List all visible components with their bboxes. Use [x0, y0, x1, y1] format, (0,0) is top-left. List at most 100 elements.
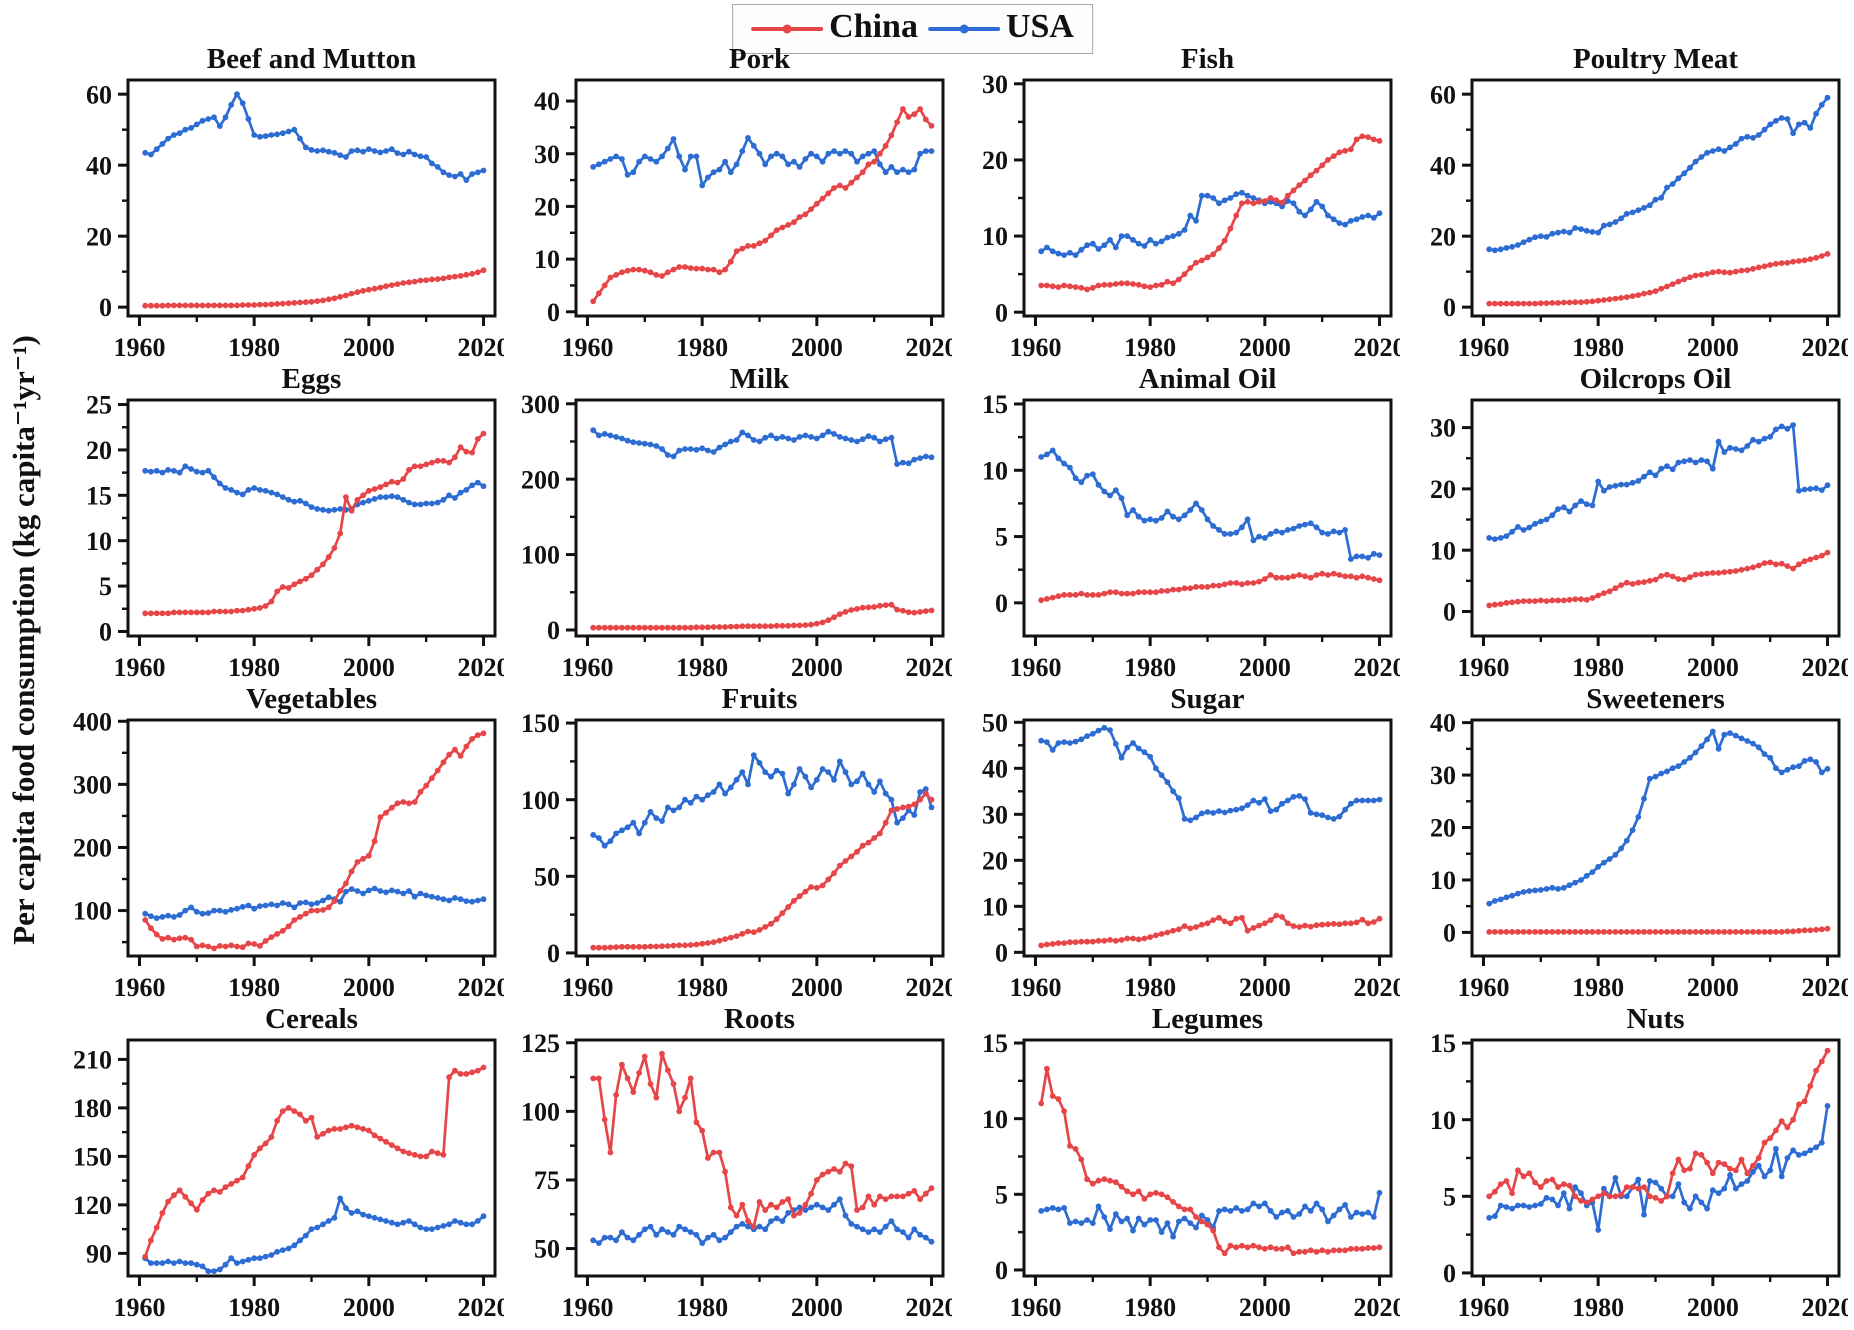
series-china-line [144, 732, 484, 950]
y-tick-label: 10 [982, 1105, 1008, 1134]
subplot-poultry-meat: Poultry Meat 0 20 40 60 1960 1980 2000 2020 [1430, 43, 1854, 362]
subplot-title: Pork [729, 44, 791, 75]
series-china-line [593, 792, 933, 950]
x-tick-label: 1980 [228, 973, 280, 1002]
x-tick-label: 2020 [1802, 653, 1848, 682]
x-tick-label: 2000 [343, 1293, 395, 1322]
x-tick-label: 2020 [458, 1293, 504, 1322]
subplot-title: Sugar [1170, 684, 1244, 715]
y-tick-label: 20 [86, 222, 112, 251]
legend-label-china: China [829, 8, 918, 45]
subplot-title: Beef and Mutton [207, 44, 416, 75]
x-tick-label: 2020 [1354, 653, 1400, 682]
axes [566, 398, 945, 646]
x-tick-label: 2000 [343, 973, 395, 1002]
panel-cell-5: Milk 0 100 200 300 1960 1980 2000 2020 [504, 363, 958, 684]
y-tick-label: 40 [534, 87, 560, 116]
y-tick-label: 90 [86, 1239, 112, 1268]
subplot-title: Poultry Meat [1573, 44, 1738, 75]
y-tick-label: 10 [1430, 866, 1456, 895]
subplot-nuts: Nuts 0 5 10 15 1960 1980 2000 2020 [1430, 1003, 1854, 1322]
series-china-markers [142, 267, 487, 309]
x-tick-label: 1960 [561, 973, 613, 1002]
series-usa-markers [1486, 728, 1831, 907]
x-tick-label: 1980 [1124, 1293, 1176, 1322]
axes [118, 1038, 497, 1286]
x-tick-label: 1960 [1457, 973, 1509, 1002]
series-china-markers [1038, 133, 1383, 293]
axes [1462, 78, 1841, 326]
x-tick-label: 2000 [1687, 1293, 1739, 1322]
subplot-title: Fruits [722, 684, 798, 715]
axes [1462, 398, 1841, 646]
series-usa-markers [1038, 189, 1383, 258]
subplot-title: Eggs [282, 364, 342, 395]
y-tick-label: 50 [982, 708, 1008, 737]
series-china-markers [1038, 912, 1383, 949]
subplot-beef-and-mutton: Beef and Mutton 0 20 40 60 1960 1980 2000 2020 [86, 43, 510, 362]
x-tick-label: 1980 [1124, 653, 1176, 682]
y-tick-label: 0 [1443, 293, 1456, 322]
x-tick-label: 2020 [1354, 1293, 1400, 1322]
subplot-title: Animal Oil [1139, 364, 1277, 395]
axes [1014, 78, 1393, 326]
series-usa-markers [142, 885, 487, 921]
y-tick-label: 30 [1430, 761, 1456, 790]
x-tick-label: 2020 [1802, 333, 1848, 362]
x-tick-label: 1960 [561, 653, 613, 682]
x-tick-label: 2020 [458, 333, 504, 362]
series-china-markers [590, 1050, 935, 1230]
subplot-oilcrops-oil: Oilcrops Oil 0 10 20 30 1960 1980 2000 2020 [1430, 363, 1854, 682]
series-china-markers [1038, 570, 1383, 604]
y-tick-label: 5 [99, 572, 112, 601]
y-tick-label: 20 [86, 436, 112, 465]
x-tick-label: 2000 [791, 333, 843, 362]
series-usa-markers [590, 752, 935, 849]
series-usa-markers [590, 1196, 935, 1246]
y-tick-label: 30 [534, 140, 560, 169]
x-tick-label: 1960 [1457, 333, 1509, 362]
x-tick-label: 2020 [1354, 973, 1400, 1002]
series-usa-markers [1038, 724, 1383, 824]
y-tick-label: 10 [982, 456, 1008, 485]
y-tick-label: 10 [86, 527, 112, 556]
series-china-line [593, 1052, 933, 1228]
series-china-markers [142, 730, 487, 952]
series-china-line [1488, 1050, 1829, 1204]
x-tick-label: 1960 [1009, 1293, 1061, 1322]
y-tick-label: 60 [86, 80, 112, 109]
subplot-milk: Milk 0 100 200 300 1960 1980 2000 2020 [521, 363, 958, 682]
y-tick-label: 50 [534, 1235, 560, 1264]
axes [566, 718, 945, 966]
y-tick-label: 25 [86, 391, 112, 420]
x-tick-label: 1980 [1124, 973, 1176, 1002]
y-tick-label: 5 [995, 523, 1008, 552]
x-tick-label: 1960 [113, 653, 165, 682]
y-tick-label: 300 [73, 770, 112, 799]
y-tick-label: 20 [982, 146, 1008, 175]
series-china-markers [1038, 1065, 1383, 1257]
legend: China USA [732, 4, 1093, 54]
y-tick-label: 210 [73, 1045, 112, 1074]
x-tick-label: 1960 [113, 973, 165, 1002]
subplot-title: Vegetables [246, 684, 377, 715]
x-tick-label: 1980 [228, 1293, 280, 1322]
x-tick-label: 2020 [906, 333, 952, 362]
y-tick-label: 20 [1430, 814, 1456, 843]
y-tick-label: 40 [982, 754, 1008, 783]
x-tick-label: 1980 [228, 333, 280, 362]
y-tick-label: 120 [73, 1191, 112, 1220]
series-usa-line [1040, 449, 1380, 561]
y-tick-label: 40 [86, 151, 112, 180]
series-china-markers [590, 601, 935, 631]
subplot-title: Milk [730, 364, 790, 395]
y-tick-label: 20 [1430, 222, 1456, 251]
panel-cell-10: Sugar 0 10 20 30 40 50 1960 1980 2000 2020 [952, 683, 1406, 1004]
y-tick-label: 0 [995, 589, 1008, 618]
y-tick-label: 5 [995, 1180, 1008, 1209]
subplot-title: Roots [724, 1004, 795, 1035]
x-tick-label: 2020 [458, 653, 504, 682]
series-usa-markers [142, 1195, 487, 1275]
y-tick-label: 200 [73, 834, 112, 863]
x-tick-label: 1980 [676, 333, 728, 362]
